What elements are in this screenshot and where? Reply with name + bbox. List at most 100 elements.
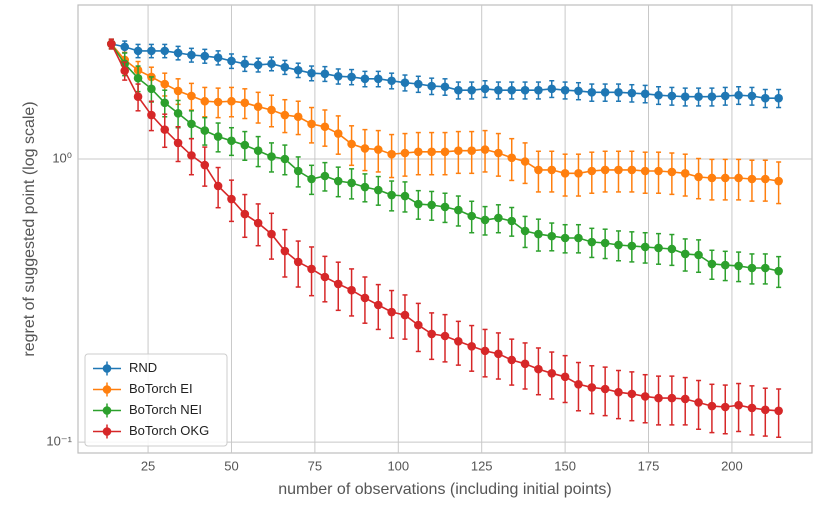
x-tick-label: 75 <box>308 458 322 473</box>
point <box>200 160 210 170</box>
point <box>614 88 623 97</box>
point <box>774 266 783 276</box>
point <box>720 91 730 101</box>
point <box>694 172 703 182</box>
point <box>240 140 250 150</box>
point <box>240 98 250 108</box>
x-tick-label: 150 <box>554 458 576 473</box>
point <box>293 166 303 176</box>
point <box>574 169 583 178</box>
point <box>574 86 583 96</box>
point <box>280 154 290 164</box>
point <box>520 157 530 166</box>
point <box>627 165 637 175</box>
x-axis-label: number of observations (including initia… <box>278 481 612 498</box>
point <box>293 257 303 267</box>
y-tick-label: 10⁰ <box>52 150 72 165</box>
point <box>213 97 223 107</box>
point <box>320 122 330 132</box>
point <box>440 147 450 157</box>
point <box>200 126 210 135</box>
x-tick-label: 175 <box>638 458 660 473</box>
point <box>333 279 343 289</box>
point <box>707 401 717 411</box>
point <box>734 261 743 271</box>
point <box>360 74 370 84</box>
point <box>587 166 597 176</box>
point <box>520 359 530 369</box>
point <box>107 39 116 49</box>
point <box>774 176 783 186</box>
point <box>440 202 450 212</box>
point <box>173 86 183 96</box>
point <box>187 50 196 60</box>
point <box>680 394 690 404</box>
point <box>147 46 156 56</box>
point <box>400 148 410 158</box>
point <box>414 199 423 209</box>
point <box>467 341 476 351</box>
point <box>253 60 263 70</box>
point <box>253 218 263 228</box>
point <box>614 240 623 250</box>
point <box>747 263 757 273</box>
point <box>320 171 330 181</box>
point <box>147 84 156 94</box>
point <box>440 82 450 92</box>
point <box>280 110 290 120</box>
point <box>133 92 143 102</box>
point <box>414 147 423 157</box>
point <box>267 152 276 161</box>
point <box>454 205 463 215</box>
point <box>720 402 730 412</box>
point <box>760 174 770 184</box>
point <box>507 85 517 95</box>
point <box>213 132 223 141</box>
point <box>760 263 770 273</box>
point <box>694 398 703 407</box>
point <box>213 181 223 191</box>
point <box>160 46 170 56</box>
point <box>440 331 450 341</box>
point <box>253 146 263 155</box>
legend-marker <box>102 385 112 394</box>
point <box>654 166 663 176</box>
legend-label: RND <box>129 360 157 375</box>
point <box>320 272 330 282</box>
point <box>667 244 677 254</box>
point <box>414 79 423 89</box>
point <box>667 167 677 177</box>
point <box>494 213 503 223</box>
point <box>654 243 663 253</box>
point <box>133 46 143 56</box>
point <box>227 96 236 106</box>
point <box>480 84 490 94</box>
point <box>307 68 316 78</box>
point <box>173 138 183 148</box>
point <box>427 200 436 210</box>
point <box>373 74 383 84</box>
point <box>227 56 236 66</box>
point <box>347 72 356 82</box>
point <box>160 125 170 134</box>
point <box>694 92 703 102</box>
point <box>520 85 530 95</box>
point <box>627 389 637 399</box>
point <box>293 65 303 75</box>
point <box>373 185 383 195</box>
point <box>494 148 503 158</box>
point <box>707 92 717 102</box>
point <box>760 93 770 103</box>
point <box>427 147 436 157</box>
y-axis-label: regret of suggested point (log scale) <box>21 101 38 356</box>
point <box>120 66 130 76</box>
x-tick-label: 25 <box>141 458 155 473</box>
point <box>547 84 557 94</box>
point <box>600 384 610 394</box>
point <box>734 400 743 410</box>
point <box>640 392 650 401</box>
point <box>387 149 396 159</box>
point <box>200 51 210 61</box>
point <box>667 393 677 403</box>
